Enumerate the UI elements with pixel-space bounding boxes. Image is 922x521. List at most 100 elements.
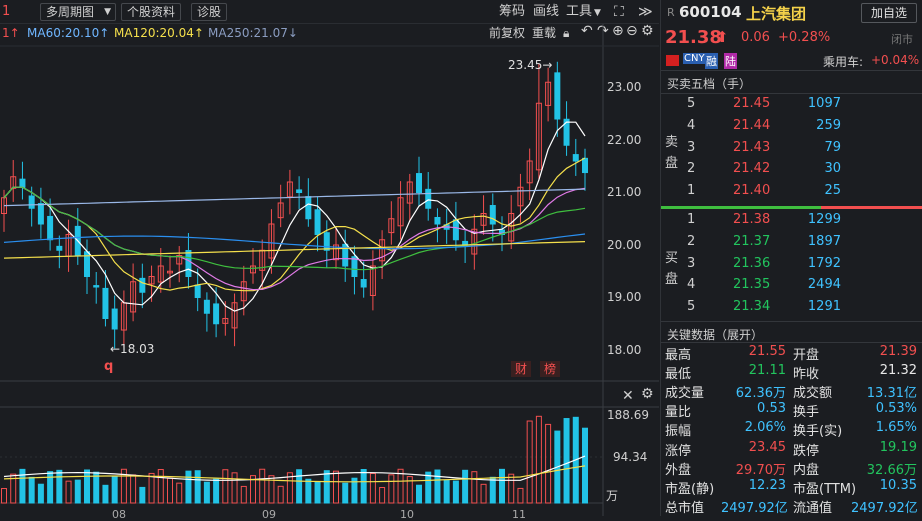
- keydata-label: 换手(实): [793, 424, 843, 440]
- badge-cai[interactable]: 财: [511, 361, 531, 377]
- volume-bar: [240, 485, 247, 504]
- ask-level: 5: [687, 96, 696, 111]
- bid-price[interactable]: 21.37: [733, 233, 771, 249]
- undo-icon[interactable]: ↶: [581, 23, 593, 39]
- candle-body: [489, 205, 496, 225]
- chart-panel[interactable]: 1 多周期图 ▼ 个股资料 诊股 筹码 画线 工具 ▼ ⛶ ≫ 1↑ MA60:2…: [0, 0, 659, 521]
- candle-body: [416, 173, 422, 194]
- orderbook-title[interactable]: 买卖五档（手）: [667, 77, 752, 91]
- candle-body: [397, 197, 404, 227]
- zoom-out-icon[interactable]: ⊖: [626, 23, 638, 39]
- stock-name: 上汽集团: [746, 5, 807, 23]
- ask-price[interactable]: 21.42: [733, 161, 771, 177]
- volume-bar: [333, 470, 339, 504]
- volume-bar: [508, 473, 515, 504]
- keydata-title[interactable]: 关键数据（展开）: [667, 328, 764, 342]
- bid-price[interactable]: 21.34: [733, 299, 771, 315]
- ask-price[interactable]: 21.40: [733, 183, 771, 199]
- volume-bar: [296, 469, 303, 504]
- fq-button[interactable]: 前复权: [489, 26, 526, 40]
- volume-bar: [563, 418, 570, 504]
- candle-body: [286, 181, 293, 198]
- candle-body: [268, 223, 275, 259]
- badge-bang[interactable]: 榜: [540, 361, 560, 377]
- candle-body: [194, 284, 201, 298]
- keydata-label: 跌停: [793, 443, 820, 459]
- ask-price[interactable]: 21.45: [733, 96, 771, 111]
- stock-info-button[interactable]: 个股资料: [121, 3, 182, 21]
- keydata-value: 13.31亿: [866, 386, 917, 402]
- bid-price[interactable]: 21.35: [733, 277, 771, 293]
- ask-price[interactable]: 21.44: [733, 117, 771, 133]
- candle-body: [231, 302, 238, 329]
- candle-body: [148, 276, 155, 285]
- bid-level: 2: [687, 233, 696, 249]
- candle-body: [452, 219, 459, 241]
- tools-button[interactable]: 工具 ▼: [566, 4, 601, 21]
- candle-body: [130, 281, 137, 313]
- candle-body: [434, 216, 441, 225]
- keydata-label: 最高: [665, 348, 692, 363]
- volume-bar: [452, 480, 459, 504]
- volume-bar: [471, 471, 478, 504]
- add-watch-button[interactable]: 加自选: [861, 3, 917, 23]
- candlestick-chart[interactable]: [0, 0, 659, 516]
- keydata-label: 市盈(静): [665, 481, 715, 497]
- volume-bar: [47, 471, 54, 504]
- zoom-in-icon[interactable]: ⊕: [612, 23, 624, 39]
- volume-bar: [277, 485, 284, 504]
- keydata-value: 2497.92亿: [851, 500, 918, 516]
- volume-bar: [360, 469, 367, 504]
- volume-bar: [268, 475, 275, 504]
- keydata-value: 21.11: [748, 363, 786, 379]
- close-icon[interactable]: ✕: [622, 388, 634, 404]
- keydata-value: 1.65%: [875, 420, 917, 436]
- bid-level: 3: [687, 255, 696, 271]
- q-marker[interactable]: q: [104, 359, 114, 374]
- volume-bar: [443, 479, 450, 504]
- volume-bar: [425, 471, 432, 504]
- bid-price[interactable]: 21.38: [733, 212, 771, 227]
- candle-body: [305, 196, 312, 220]
- keydata-value: 21.55: [748, 344, 786, 359]
- diagnose-button[interactable]: 诊股: [191, 3, 228, 21]
- chips-button[interactable]: 筹码: [499, 4, 526, 19]
- ma30-line: [3, 186, 586, 271]
- period-menu-button[interactable]: 多周期图 ▼: [40, 3, 116, 21]
- sector-label[interactable]: 乘用车:: [823, 55, 864, 69]
- candle-body: [37, 203, 44, 225]
- month-tick: 09: [262, 508, 276, 521]
- reload-button[interactable]: 重载: [532, 26, 557, 40]
- keydata-label: 成交量: [665, 386, 705, 402]
- sell-label: 卖: [665, 135, 679, 150]
- settings-icon[interactable]: ⚙: [641, 386, 654, 402]
- ask-level: 4: [687, 117, 696, 133]
- candle-body: [545, 81, 552, 106]
- expand-icon[interactable]: ⛶: [614, 4, 624, 20]
- draw-line-button[interactable]: 画线: [533, 4, 560, 19]
- vol-tick: 188.69: [607, 408, 649, 422]
- volume-bar: [545, 423, 552, 504]
- volume-bar: [148, 472, 155, 504]
- price-tick: 20.00: [607, 238, 642, 252]
- volume-bar: [74, 479, 81, 504]
- volume-bar: [582, 427, 588, 504]
- candle-body: [406, 181, 413, 204]
- collapse-right-icon[interactable]: ≫: [638, 4, 653, 20]
- candle-body: [185, 250, 192, 277]
- lock-icon[interactable]: 🔒︎: [563, 26, 570, 40]
- volume-bar: [102, 484, 109, 504]
- volume-bar: [397, 468, 404, 504]
- r-marker: R: [667, 6, 675, 19]
- ask-volume: 30: [824, 161, 841, 177]
- bid-price[interactable]: 21.36: [733, 255, 771, 271]
- candle-body: [28, 195, 35, 209]
- candle-body: [563, 118, 570, 146]
- price-tick: 18.00: [607, 343, 642, 357]
- ask-price[interactable]: 21.43: [733, 139, 771, 155]
- ma10-line: [3, 157, 586, 292]
- chevron-down-icon: ▼: [594, 8, 601, 18]
- candle-body: [157, 265, 164, 283]
- settings-icon[interactable]: ⚙: [641, 23, 654, 39]
- candle-body: [314, 209, 321, 236]
